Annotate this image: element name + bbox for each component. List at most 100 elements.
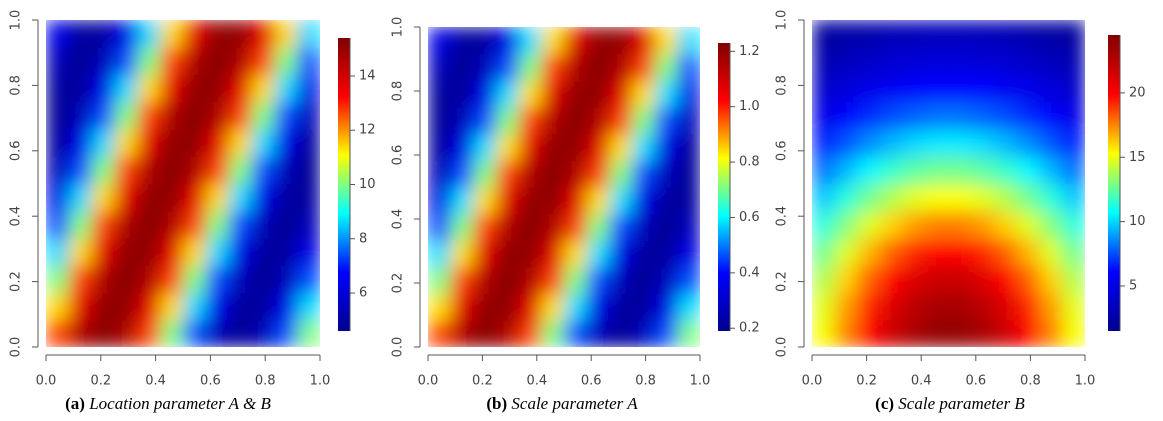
heatmap-cell [91,129,116,157]
heatmap-cell [496,240,520,268]
heatmap-cell [160,156,184,185]
heatmap-cell [68,292,93,321]
heatmap-cell [1062,265,1085,294]
heatmap-cell [834,156,859,185]
heatmap-cell [586,160,610,188]
caption-title: Location parameter A & B [88,394,271,413]
caption-title: Scale parameter A [511,394,638,413]
heatmap-cell [518,320,542,347]
heatmap-cell [1016,238,1041,266]
heatmap-cell [251,74,275,103]
heatmap-cell [1016,319,1041,347]
heatmap-cell [1039,101,1063,130]
heatmap-cell [857,265,881,294]
heatmap-cell [857,20,881,48]
heatmap-cell [228,156,253,185]
heatmap-cell [564,293,588,321]
heatmap-cell [586,267,610,295]
heatmap-cell [1016,265,1041,294]
colorbar-tick-label: 0.8 [739,155,760,170]
heatmap-cell [586,27,610,55]
colorbar-tick-label: 1.0 [739,99,760,114]
heatmap-cell [496,187,520,215]
heatmap-cell [903,238,927,266]
colorbar-tick-label: 0.2 [739,321,760,336]
heatmap-cell [609,293,633,321]
heatmap-cell [654,320,678,347]
heatmap-cell [880,20,904,48]
heatmap-cell [903,101,927,130]
heatmap-cell [1016,129,1041,157]
heatmap-cell [564,53,588,81]
x-tick-label: 0.0 [802,374,823,389]
heatmap-cell [450,320,474,347]
heatmap-cell [677,53,700,81]
heatmap-cell [518,53,542,81]
heatmap-cell [46,156,70,185]
heatmap-cell [812,238,836,266]
heatmap-cell [183,210,207,239]
heatmap-cell [228,101,253,130]
heatmap-cell [428,133,452,161]
heatmap-cell [677,293,700,321]
heatmap-cell [160,183,184,212]
heatmap-cell [677,267,700,295]
y-tick-label: 0.0 [775,337,790,358]
heatmap-cell [297,238,320,266]
heatmap [428,27,700,347]
heatmap-cell [564,213,588,241]
heatmap-cell [496,80,520,108]
heatmap-cell [91,183,116,212]
heatmap-cell [450,267,474,295]
heatmap-cell [251,129,275,157]
heatmap-cell [137,156,161,185]
heatmap-cell [857,238,881,266]
heatmap-cell [541,160,565,188]
heatmap-cell [473,187,497,215]
heatmap-cell [925,74,950,103]
heatmap-cell [46,265,70,294]
heatmap-cell [677,27,700,55]
colorbar-tick-label: 0.4 [739,265,760,280]
y-tick-label: 0.8 [391,81,406,102]
heatmap-cell [654,293,678,321]
heatmap-cell [46,74,70,103]
heatmap-cell [632,240,656,268]
heatmap-cell [541,240,565,268]
heatmap-cell [880,156,904,185]
caption-label: (c) [875,394,894,413]
heatmap-cell [541,267,565,295]
heatmap-cell [450,27,474,55]
heatmap-cell [450,160,474,188]
heatmap-cell [654,160,678,188]
heatmap-cell [1016,47,1041,76]
heatmap-cell [137,20,161,48]
heatmap-cell [251,183,275,212]
heatmap-cell [971,210,995,239]
heatmap-cell [450,53,474,81]
heatmap-cell [564,320,588,347]
heatmap-cell [251,265,275,294]
heatmap-cell [205,47,230,76]
heatmap-cell [1039,74,1063,103]
heatmap-cell [518,107,542,135]
heatmap-cell [114,265,138,294]
colorbar-tick-label: 0.6 [739,210,760,225]
heatmap-cell [91,156,116,185]
heatmap-cell [880,129,904,157]
heatmap-cell [160,101,184,130]
y-tick-label: 0.6 [391,145,406,166]
heatmap-cell [948,238,972,266]
x-tick-label: 0.2 [90,374,111,389]
colorbar-tick-label: 6 [359,286,367,301]
heatmap-cell [428,293,452,321]
heatmap-cell [925,319,950,347]
heatmap-cell [297,129,320,157]
heatmap-cell [948,129,972,157]
heatmap-cell [925,183,950,212]
heatmap-cell [994,238,1018,266]
heatmap-cell [518,213,542,241]
heatmap-cell [609,320,633,347]
heatmap-cell [137,319,161,347]
heatmap-cell [541,80,565,108]
